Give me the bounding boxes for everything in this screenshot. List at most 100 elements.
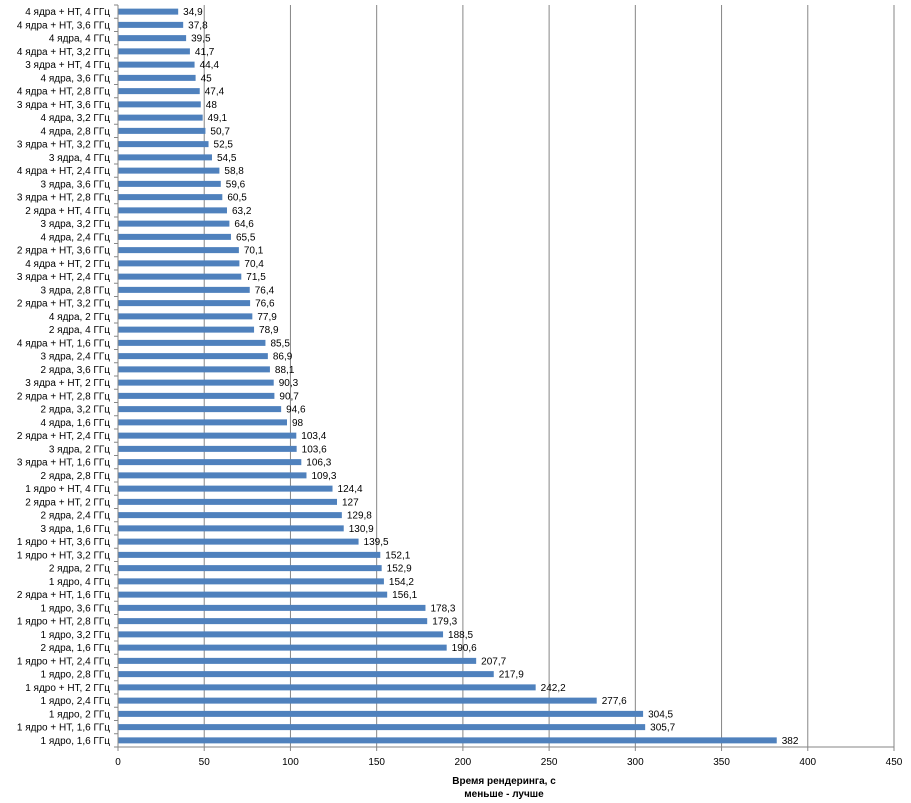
category-label: 4 ядра, 2,8 ГГц [40, 126, 110, 137]
bar [118, 88, 200, 95]
bar [118, 551, 381, 558]
data-label: 47,4 [205, 87, 225, 98]
data-label: 106,3 [306, 458, 331, 469]
data-label: 44,4 [200, 60, 220, 71]
data-label: 94,6 [286, 405, 306, 416]
data-label: 305,7 [650, 723, 675, 734]
bar [118, 8, 179, 15]
bar [118, 724, 646, 731]
data-label: 304,5 [648, 709, 673, 720]
data-label: 41,7 [195, 47, 215, 58]
category-label: 2 ядра, 3,2 ГГц [40, 405, 110, 416]
data-label: 103,6 [302, 444, 327, 455]
category-label: 2 ядра, 2,4 ГГц [40, 511, 110, 522]
axes [114, 4, 895, 751]
x-tick-label: 450 [886, 757, 903, 768]
category-label: 4 ядра + НТ, 2,8 ГГц [17, 87, 110, 98]
category-label: 4 ядра + НТ, 1,6 ГГц [17, 338, 110, 349]
data-label: 90,3 [279, 378, 299, 389]
bar [118, 419, 287, 426]
category-label: 3 ядра, 2 ГГц [49, 444, 110, 455]
category-label: 2 ядра, 1,6 ГГц [40, 643, 110, 654]
category-label: 3 ядра + НТ, 3,6 ГГц [17, 100, 110, 111]
data-label: 98 [292, 418, 304, 429]
category-label: 1 ядро, 3,6 ГГц [40, 603, 110, 614]
x-tick-label: 50 [199, 757, 211, 768]
data-label: 242,2 [541, 683, 566, 694]
gridlines [203, 5, 895, 747]
data-label: 179,3 [432, 617, 457, 628]
x-tick-label: 200 [455, 757, 472, 768]
category-label: 1 ядро, 2,4 ГГц [40, 696, 110, 707]
data-label: 109,3 [311, 471, 336, 482]
bar [118, 326, 255, 333]
x-tick-label: 150 [368, 757, 385, 768]
data-label: 152,1 [385, 550, 410, 561]
category-label: 3 ядра + НТ, 3,2 ГГц [17, 140, 110, 151]
bar [118, 657, 477, 664]
x-tick-label: 350 [713, 757, 730, 768]
data-label: 156,1 [392, 590, 417, 601]
data-label: 64,6 [234, 219, 254, 230]
bar [118, 392, 275, 399]
data-label: 382 [782, 736, 799, 747]
data-label: 188,5 [448, 630, 473, 641]
data-label: 58,8 [224, 166, 244, 177]
bar [118, 300, 251, 307]
category-label: 2 ядра + НТ, 2 ГГц [25, 497, 110, 508]
bar [118, 710, 644, 717]
category-label: 3 ядра, 3,6 ГГц [40, 179, 110, 190]
x-tick-label: 0 [115, 757, 121, 768]
data-label: 130,9 [349, 524, 374, 535]
bar [118, 167, 220, 174]
data-label: 54,5 [217, 153, 237, 164]
bar [118, 604, 426, 611]
bar [118, 498, 338, 505]
bar [118, 512, 342, 519]
bar [118, 313, 253, 320]
data-label: 78,9 [259, 325, 279, 336]
category-label: 2 ядра + НТ, 2,4 ГГц [17, 431, 110, 442]
x-tick-label: 250 [541, 757, 558, 768]
data-label: 127 [342, 497, 359, 508]
category-label: 3 ядра, 4 ГГц [49, 153, 110, 164]
category-label: 1 ядро + НТ, 3,6 ГГц [17, 537, 110, 548]
bar [118, 578, 384, 585]
bar [118, 644, 447, 651]
bar [118, 459, 302, 466]
data-label: 71,5 [246, 272, 266, 283]
category-label: 1 ядро, 2 ГГц [49, 709, 110, 720]
category-label: 1 ядро, 1,6 ГГц [40, 736, 110, 747]
bars [118, 8, 777, 744]
data-label: 178,3 [430, 603, 455, 614]
bar [118, 684, 536, 691]
data-label: 139,5 [364, 537, 389, 548]
bar [118, 48, 190, 55]
bar [118, 21, 184, 28]
bar [118, 472, 307, 479]
bar [118, 194, 223, 201]
category-label: 3 ядра + НТ, 2,8 ГГц [17, 193, 110, 204]
category-label: 2 ядра, 3,6 ГГц [40, 365, 110, 376]
category-label: 3 ядра + НТ, 2,4 ГГц [17, 272, 110, 283]
data-label: 154,2 [389, 577, 414, 588]
category-label: 4 ядра, 3,6 ГГц [40, 73, 110, 84]
x-tick-label: 400 [799, 757, 816, 768]
bar [118, 233, 231, 240]
category-label: 4 ядра + НТ, 3,2 ГГц [17, 47, 110, 58]
category-label: 2 ядра + НТ, 4 ГГц [25, 206, 110, 217]
bar [118, 260, 240, 267]
category-label: 4 ядра, 3,2 ГГц [40, 113, 110, 124]
bar [118, 697, 597, 704]
category-label: 1 ядро, 4 ГГц [49, 577, 110, 588]
bar [118, 379, 274, 386]
x-tick-label: 300 [627, 757, 644, 768]
category-label: 4 ядра + НТ, 4 ГГц [25, 7, 110, 18]
category-label: 2 ядра, 2 ГГц [49, 564, 110, 575]
x-axis-title-line1: Время рендеринга, с [452, 776, 556, 787]
category-label: 1 ядро, 3,2 ГГц [40, 630, 110, 641]
x-axis-title-line2: меньше - лучше [464, 789, 544, 800]
data-label: 88,1 [275, 365, 295, 376]
